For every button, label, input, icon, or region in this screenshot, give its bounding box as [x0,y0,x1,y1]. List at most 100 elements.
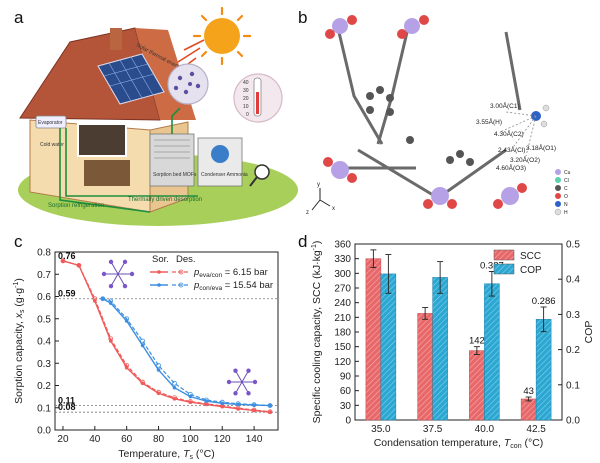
y-tick-label-7: 0.7 [37,270,51,281]
thermo-tick-4: 0 [246,112,249,118]
y-tick-label-1: 0.1 [37,403,51,414]
series-0-sorption-point-1 [77,263,81,268]
cluster-bottom-mid [423,187,457,209]
axis-z: z [306,210,309,216]
legend-label-1: pcon/eva = 15.54 bar [193,280,273,292]
legend-des-marker-0 [178,269,184,275]
sun [204,18,240,54]
legend-sor-marker-0 [157,270,161,274]
annotation-2: 0.11 [58,396,75,406]
x-tick-label-0: 20 [57,434,69,445]
series-1-sorption-point-3 [140,343,145,348]
magnifier-icon [254,164,270,180]
panel-a-illustration: Solar thermal energy Evaporator Cold wat… [18,6,298,226]
y-tick-label-5: 150 [334,342,351,353]
legend-label-1: COP [520,265,542,276]
y-tick-label-0: 0.0 [37,426,51,437]
series-1-desorption-point-11 [267,403,273,408]
y-right-tick-label-3: 0.3 [566,310,580,321]
cluster-top-right [397,15,429,39]
sorption-bed-box [149,133,195,187]
chart-c-sorption-capacity: 20 40 60 80 100 120 140 0.0 0.1 0.2 0.3 0.4 0.5 0.6 0.… [13,248,279,461]
house-window [77,123,127,157]
series-0-desorption-point-0 [60,258,66,264]
y-tick-label-0: 0 [345,416,351,427]
series-1-sorption-line [102,298,271,407]
scc-value-label-2: 142 [469,336,485,347]
x-axis-label: Temperature, Ts (°C) [118,448,214,461]
series-1-desorption-point-8 [219,399,225,405]
series-0-desorption-line [62,260,271,413]
x-tick-label-1: 40 [89,434,101,445]
cluster-bottom-right [493,183,527,209]
series-1-desorption-point-4 [156,363,161,368]
series-1-desorption-point-2 [124,316,130,322]
y-axis-label: Sorption capacity, xs (g·g-1) [13,278,26,404]
series-0-desorption-point-3 [108,336,114,342]
panel-letter-b: b [298,8,308,27]
cop-bar-1 [432,277,448,421]
legend-sor-marker-1 [157,283,161,287]
series-0-desorption-point-1 [76,262,82,268]
annotation-0: 0.76 [58,251,76,261]
y-right-tick-label-2: 0.2 [566,345,580,356]
legend-cl: Cl [564,178,569,184]
scc-bar-1 [417,313,433,421]
cop-bar-2 [484,283,500,421]
series-1-desorption-point-7 [203,397,209,403]
series-0-desorption-point-6 [156,389,161,395]
y-tick-label-2: 0.2 [37,381,51,392]
series-1-desorption-point-0 [100,296,106,302]
scc-value-label-3: 43 [523,386,534,397]
x-tick-label-2: 60 [121,434,133,445]
distance-label-2: 4.30Å(C2) [494,129,524,138]
label-cold-water: Cold water [40,142,64,148]
y-tick-label-4: 120 [334,357,351,368]
label-sorption-bed: Sorption bed MOFs [153,172,197,178]
cluster-top-left [325,15,357,39]
series-1-desorption-point-1 [108,298,114,304]
series-0-desorption-point-12 [251,407,257,413]
legend-n: N [564,202,568,208]
distance-label-4: 2.43Å(Cl) [498,145,525,154]
x-tick-label-4: 100 [182,434,199,445]
panel-letter-c: c [14,232,23,251]
axis-x: x [332,206,335,212]
cop-value-label-2: 0.387 [480,260,504,271]
legend-c: C [564,186,568,192]
distance-label-6: 4.60Å(O3) [496,163,526,172]
y-tick-label-2: 60 [340,386,352,397]
cluster-bottom-left [323,157,357,183]
y-tick-label-10: 300 [334,269,351,280]
y-right-tick-label-4: 0.4 [566,275,580,286]
y-tick-label-12: 360 [334,240,351,251]
series-0-desorption-point-4 [124,363,130,368]
x-tick-label-2: 40.0 [475,424,495,435]
series-0-sorption-point-13 [268,410,272,414]
y-tick-label-4: 0.4 [37,337,51,348]
series-1-sorption-point-11 [268,403,272,408]
legend-header-des: Des. [176,254,196,265]
y-axis-label: Specific cooling capacity, SCC (kJ·kg-1) [311,241,323,424]
series-1-sorption-point-0 [100,296,105,301]
panel-letter-a: a [14,8,24,27]
thermo-tick-3: 10 [243,104,249,110]
x-tick-label-6: 140 [246,434,263,445]
series-0-desorption-point-8 [187,399,193,404]
panel-b-molecular-structure: 3.00Å(C1) 3.55Å(H) 4.30Å(C2) 3.18Å(O1) 2… [306,15,571,216]
x-tick-label-5: 120 [214,434,231,445]
y-tick-label-8: 240 [334,298,351,309]
series-1-desorption-point-5 [172,380,177,386]
x-axis-label: Condensation temperature, Tcon (°C) [374,437,544,450]
fan-icon [211,145,229,163]
y-tick-label-7: 210 [334,313,351,324]
series-1-desorption-point-10 [251,402,257,408]
x-tick-label-3: 42.5 [526,424,546,435]
y-tick-label-6: 180 [334,328,351,339]
y-tick-label-6: 0.6 [37,292,51,303]
evaporator-unit [35,115,67,129]
series-1-desorption-point-9 [235,401,241,407]
series-0-desorption-point-2 [92,296,98,302]
series-1-sorption-point-5 [172,385,177,390]
label-sorption-refrigeration: Sorption refrigeration [48,203,104,209]
